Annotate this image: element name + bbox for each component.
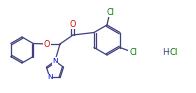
Text: O: O [70, 20, 76, 28]
Text: N: N [47, 74, 53, 80]
Text: Cl: Cl [129, 48, 137, 57]
Text: N: N [52, 58, 58, 64]
Text: Cl: Cl [106, 8, 114, 16]
Text: O: O [44, 40, 50, 49]
Text: Cl: Cl [170, 48, 178, 57]
Text: H: H [162, 48, 169, 57]
Text: ·: · [167, 47, 171, 57]
